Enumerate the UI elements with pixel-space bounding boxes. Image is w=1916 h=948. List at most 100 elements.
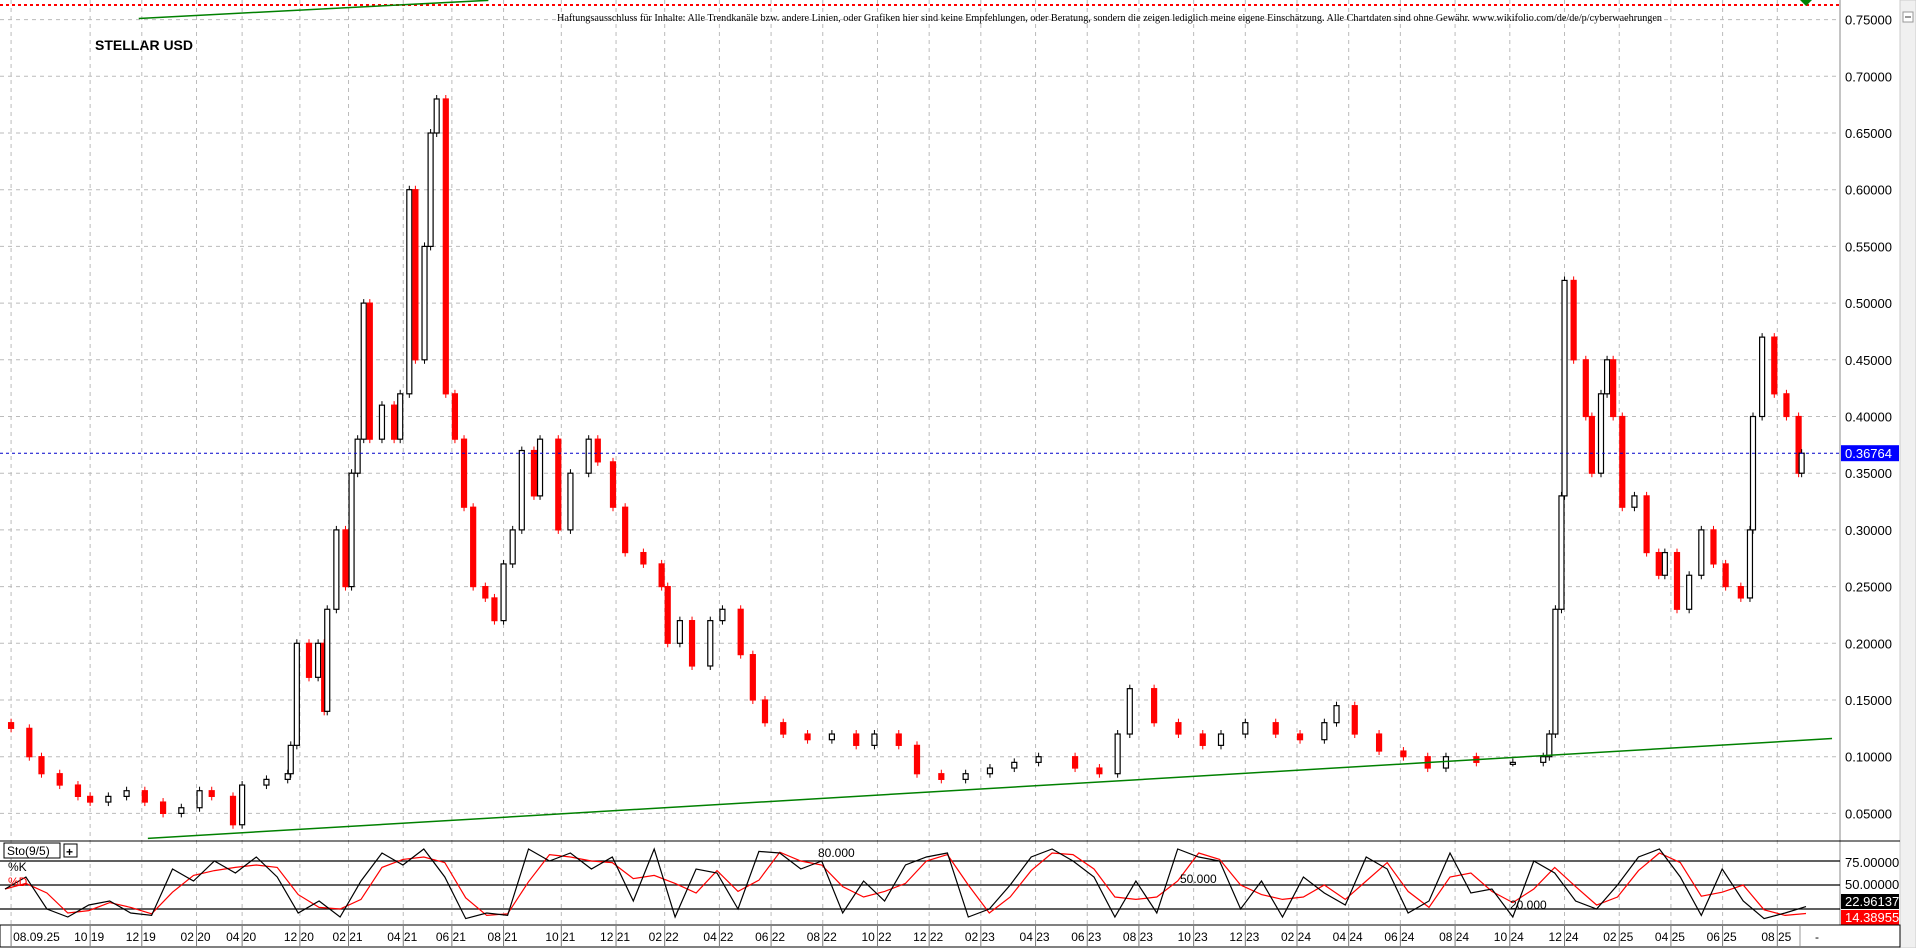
candle-down bbox=[853, 730, 860, 750]
candle-body bbox=[1114, 733, 1121, 775]
candle-down bbox=[555, 435, 562, 534]
candle-down bbox=[1619, 412, 1626, 512]
candle-down bbox=[1375, 730, 1383, 756]
candle-down bbox=[1296, 730, 1304, 744]
candle-up bbox=[1242, 718, 1249, 739]
candle-down bbox=[1199, 730, 1206, 750]
candle-body bbox=[442, 98, 449, 395]
candle-body bbox=[1375, 733, 1383, 752]
candle-body bbox=[421, 245, 428, 361]
candle-body bbox=[500, 563, 507, 622]
price-tick-label: 0.35000 bbox=[1845, 466, 1892, 481]
candle-up bbox=[567, 469, 574, 534]
candle-up bbox=[1333, 701, 1340, 727]
time-tick-label: 12 24 bbox=[1549, 930, 1579, 944]
time-tick-label: 12 21 bbox=[600, 930, 630, 944]
candle-body bbox=[1126, 688, 1133, 735]
candle-body bbox=[491, 597, 498, 622]
candle-body bbox=[938, 773, 945, 780]
candle-down bbox=[229, 792, 237, 829]
candle-body bbox=[26, 727, 33, 758]
candle-down bbox=[74, 781, 82, 801]
candle-body bbox=[1655, 551, 1662, 576]
candle-down bbox=[159, 798, 167, 818]
time-tick-label: 04 23 bbox=[1020, 930, 1050, 944]
candle-down bbox=[1582, 355, 1589, 421]
candle-body bbox=[1096, 767, 1103, 775]
candle-body bbox=[1071, 756, 1079, 769]
candle-down bbox=[594, 435, 601, 466]
time-tick-label: 04 22 bbox=[703, 930, 733, 944]
candle-body bbox=[196, 790, 203, 809]
candle-down bbox=[1610, 355, 1617, 421]
candle-up bbox=[1631, 491, 1638, 512]
candle-down bbox=[26, 724, 33, 761]
candle-body bbox=[1698, 529, 1705, 576]
candle-body bbox=[1540, 756, 1547, 763]
candle-up bbox=[196, 786, 203, 812]
time-tick-label: 06 22 bbox=[755, 930, 785, 944]
k-legend: %K bbox=[8, 860, 27, 874]
candle-body bbox=[1737, 585, 1744, 599]
candle-body bbox=[658, 563, 665, 588]
candle-up bbox=[1035, 752, 1042, 767]
last-price-value: 0.36764 bbox=[1845, 446, 1892, 461]
trendline[interactable] bbox=[147, 737, 1833, 840]
vertical-scrollbar[interactable] bbox=[1899, 0, 1916, 948]
stochastic-panel bbox=[0, 847, 1840, 920]
price-tick-label: 0.40000 bbox=[1845, 410, 1892, 425]
price-tick-label: 0.65000 bbox=[1845, 126, 1892, 141]
candle-body bbox=[1798, 452, 1805, 474]
trendlines[interactable] bbox=[138, 0, 1833, 840]
expand-button[interactable] bbox=[63, 843, 78, 858]
candle-body bbox=[585, 438, 592, 474]
candle-body bbox=[780, 722, 787, 735]
time-tick-label: 08 25 bbox=[1761, 930, 1791, 944]
trendline[interactable] bbox=[138, 0, 489, 20]
candle-body bbox=[1546, 733, 1553, 758]
candle-body bbox=[284, 773, 291, 780]
candle-up bbox=[360, 299, 367, 444]
candle-body bbox=[1558, 495, 1565, 610]
candle-down bbox=[87, 792, 94, 807]
candle-body bbox=[1771, 336, 1778, 395]
candle-body bbox=[315, 642, 322, 678]
candle-down bbox=[938, 769, 945, 784]
d-line bbox=[4, 851, 1807, 917]
time-axis[interactable] bbox=[0, 924, 1901, 948]
d-last-box bbox=[1841, 910, 1899, 925]
candle-down bbox=[56, 769, 63, 790]
candle-body bbox=[986, 767, 994, 775]
candle-body bbox=[1151, 688, 1158, 724]
time-tick-label: 02 22 bbox=[649, 930, 679, 944]
candle-down bbox=[451, 389, 459, 444]
candle-body bbox=[622, 506, 629, 554]
candle-body bbox=[74, 784, 82, 797]
candle-up bbox=[1217, 730, 1225, 750]
time-tick-label: 06 24 bbox=[1384, 930, 1414, 944]
level-50-label: 50.000 bbox=[1180, 872, 1217, 886]
candle-body bbox=[828, 733, 835, 741]
time-tick-label: 12 20 bbox=[284, 930, 314, 944]
sto-label-box[interactable] bbox=[3, 842, 61, 859]
candle-body bbox=[1552, 608, 1559, 735]
plus-icon: + bbox=[66, 845, 73, 859]
candle-body bbox=[378, 404, 386, 440]
candle-up bbox=[585, 435, 592, 478]
time-axis-labels: 08.09.25 10 19 12 19 02 20 04 20 12 20 02 21 04… bbox=[10, 926, 1792, 946]
candle-body bbox=[1710, 529, 1717, 565]
candle-down bbox=[1096, 764, 1103, 778]
candle-down bbox=[1151, 684, 1158, 727]
candle-up bbox=[421, 242, 428, 364]
candle-up bbox=[315, 639, 322, 682]
candle-body bbox=[451, 393, 459, 440]
candle-up bbox=[1011, 758, 1018, 773]
candle-up bbox=[676, 616, 683, 648]
time-tick-label: 12 19 bbox=[126, 930, 156, 944]
candle-down bbox=[749, 650, 756, 704]
osc-axis-75: 75.00000 bbox=[1845, 855, 1899, 870]
candle-body bbox=[1199, 733, 1206, 746]
disclaimer-text: Haftungsausschluss für Inhalte: Alle Tre… bbox=[557, 12, 1662, 24]
candle-up bbox=[378, 401, 386, 444]
